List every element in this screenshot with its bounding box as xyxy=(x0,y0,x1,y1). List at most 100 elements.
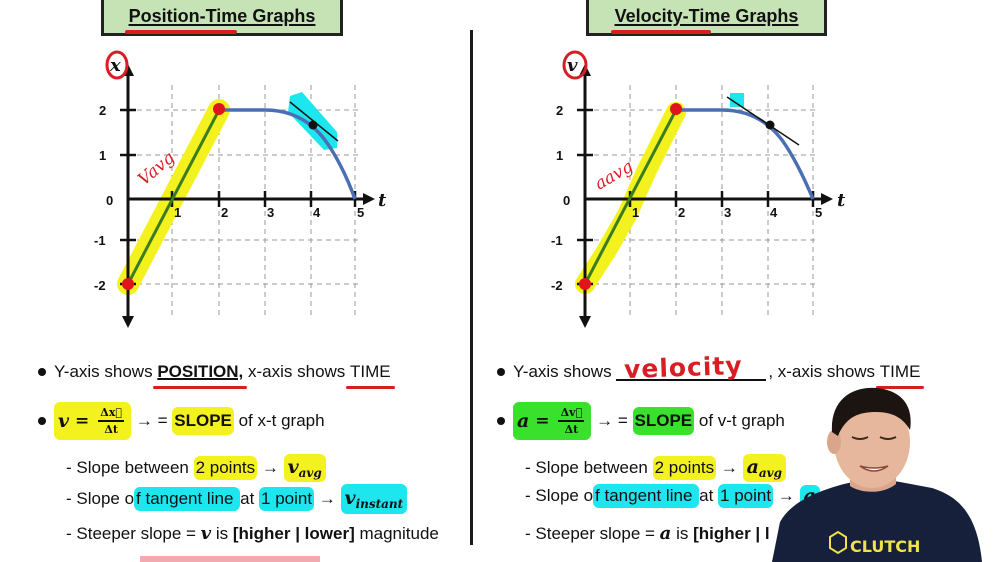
presenter-ear xyxy=(827,430,841,454)
left-bullet-velocity-formula: v = Δx⃗ Δt → = SLOPE of x-t graph xyxy=(38,402,325,440)
fraction-bar xyxy=(558,420,585,422)
var: v xyxy=(287,456,299,478)
text: Y-axis shows xyxy=(54,362,158,381)
position-keyword: POSITION, xyxy=(153,362,248,389)
one-point-highlight: 1 point xyxy=(718,484,774,508)
fraction: Δx⃗ Δt xyxy=(98,406,125,436)
v-avg: vavg xyxy=(283,454,326,482)
velocity-formula: v = Δx⃗ Δt xyxy=(54,402,132,440)
bullet-icon xyxy=(497,368,505,376)
x-tick-1: 1 xyxy=(632,205,639,220)
numerator: Δx⃗ xyxy=(100,406,122,419)
secant-endpoint-start xyxy=(579,278,591,290)
position-time-graph: 2 1 0 -1 -2 1 2 3 4 5 t x Vavg xyxy=(94,50,387,328)
presenter-hair xyxy=(831,387,911,436)
title-text: Position-Time Graphs xyxy=(128,5,316,26)
axes xyxy=(577,64,833,328)
subscript: avg xyxy=(298,466,322,480)
x-tick-5: 5 xyxy=(815,205,822,220)
arrow-text: → xyxy=(314,489,341,508)
velocity-curve xyxy=(676,108,815,200)
time-keyword: TIME xyxy=(875,362,924,389)
a-avg: aavg xyxy=(742,454,787,482)
slope-keyword: SLOPE xyxy=(172,406,234,435)
arrow-text: → = xyxy=(591,410,633,430)
velocity-handwritten: velocity xyxy=(623,350,744,385)
right-sub-tangent: - Slope o f tangent line at 1 point → a xyxy=(525,484,820,508)
numerator: Δv⃗ xyxy=(560,406,583,419)
acceleration-formula: a = Δv⃗ Δt xyxy=(513,402,592,440)
text: x-axis shows xyxy=(243,362,351,381)
position-time-title-text: Position-Time Graphs xyxy=(124,5,316,34)
x-tick-5: 5 xyxy=(357,205,364,220)
secant-endpoint-start xyxy=(122,278,134,290)
text: is xyxy=(671,523,694,543)
tangent-point xyxy=(308,120,318,130)
y-tick-0: 0 xyxy=(563,193,570,208)
two-points-highlight: 2 points xyxy=(652,456,717,480)
text: of v-t graph xyxy=(694,410,785,430)
denominator: Δt xyxy=(564,422,579,436)
x-axis-label: t xyxy=(378,190,387,211)
text: - Steeper slope = xyxy=(66,523,201,543)
velocity-time-graph: 2 1 0 -1 -2 1 2 3 4 5 t v aavg xyxy=(551,50,846,328)
secant-line xyxy=(583,109,678,285)
var: a xyxy=(659,523,672,544)
clutch-shirt-text: CLUTCH xyxy=(850,537,920,556)
text: , x-axis shows xyxy=(768,362,880,381)
y-axis-label: v xyxy=(567,55,578,76)
left-bullet-axes: Y-axis shows POSITION, x-axis shows TIME xyxy=(38,362,395,389)
right-sub-two-points: - Slope between 2 points → aavg xyxy=(525,454,787,482)
right-bullet-axes: Y-axis shows velocity , x-axis shows TIM… xyxy=(497,351,924,389)
var-a: a xyxy=(517,409,530,432)
equals: = xyxy=(69,410,96,431)
left-sub-two-points: - Slope between 2 points → vavg xyxy=(66,454,326,482)
red-circle-annotation xyxy=(105,50,129,80)
x-tick-3: 3 xyxy=(267,205,274,220)
text: - Slope between xyxy=(66,458,194,477)
var-v: v xyxy=(58,409,70,432)
x-tick-3: 3 xyxy=(724,205,731,220)
velocity-time-title: Velocity-Time Graphs xyxy=(586,0,827,36)
tangent-line xyxy=(726,96,800,146)
tangent-line-highlight: f tangent line xyxy=(134,487,241,511)
one-point-highlight: 1 point xyxy=(259,487,315,511)
position-time-title: Position-Time Graphs xyxy=(101,0,343,36)
velocity-time-title-text: Velocity-Time Graphs xyxy=(610,6,798,34)
presenter-video-overlay: CLUTCH xyxy=(772,382,1000,562)
y-tick-0: 0 xyxy=(106,193,113,208)
fraction-bar xyxy=(98,420,125,422)
text: Y-axis shows xyxy=(513,362,617,381)
subscript: avg xyxy=(758,466,783,480)
clutch-logo-icon xyxy=(829,530,847,555)
x-tick-1: 1 xyxy=(174,205,181,220)
arrow-text: → xyxy=(716,458,743,477)
two-points-highlight: 2 points xyxy=(193,456,258,480)
position-curve xyxy=(219,108,357,200)
presenter-eyes xyxy=(851,436,897,440)
presenter-figure: CLUTCH xyxy=(772,387,982,562)
y-tick-neg2: -2 xyxy=(551,278,563,293)
subscript: instant xyxy=(355,497,404,511)
text: is xyxy=(211,523,233,543)
secant-highlight xyxy=(575,102,686,294)
y-tick-2: 2 xyxy=(99,103,106,118)
y-tick-2: 2 xyxy=(556,103,563,118)
red-circle-annotation xyxy=(562,50,588,80)
secant-endpoint-end xyxy=(670,103,682,115)
fill-in-blank: velocity xyxy=(616,351,767,384)
fraction: Δv⃗ Δt xyxy=(558,406,585,436)
arrow-text: → xyxy=(773,486,800,505)
slope-keyword: SLOPE xyxy=(632,406,695,435)
text: magnitude xyxy=(354,523,439,543)
bullet-icon xyxy=(38,368,46,376)
tangent-highlight xyxy=(730,93,744,107)
bullet-icon xyxy=(497,416,505,425)
higher-lower-choice: [higher | lower] xyxy=(232,523,355,543)
x-tick-4: 4 xyxy=(313,205,321,220)
x-tick-2: 2 xyxy=(678,205,685,220)
secant-endpoint-end xyxy=(213,103,225,115)
right-sub-steeper: - Steeper slope = a is [higher | l xyxy=(525,523,770,544)
equals: = xyxy=(529,410,556,431)
y-tick-neg2: -2 xyxy=(94,278,106,293)
